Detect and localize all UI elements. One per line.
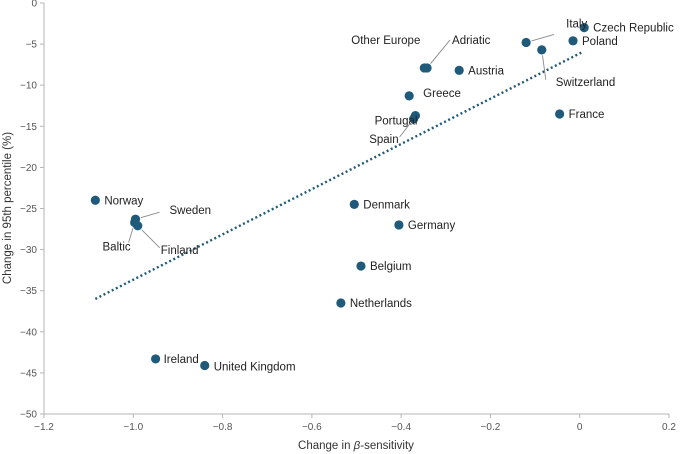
x-tick-label: −0.2 — [481, 422, 501, 433]
y-tick-label: −40 — [20, 327, 37, 338]
point-switzerland — [537, 45, 547, 55]
point-greece — [404, 91, 414, 101]
x-ticks: −1.2 −1.0 −0.8 −0.6 −0.4 −0.2 0 0.2 — [34, 414, 676, 433]
x-tick-label: −1.2 — [34, 422, 54, 433]
y-tick-label: −50 — [20, 410, 37, 421]
trendline-group — [94, 51, 583, 300]
y-tick-label: −10 — [20, 81, 37, 92]
label-france: France — [569, 109, 605, 121]
label-netherlands: Netherlands — [350, 298, 412, 310]
connector-finland — [141, 229, 161, 249]
label-spain: Spain — [369, 134, 398, 146]
connector-adriatic — [430, 39, 451, 64]
x-tick-label: 0 — [577, 422, 583, 433]
y-tick-label: −45 — [20, 368, 37, 379]
point-italy — [521, 37, 531, 48]
label-other-europe: Other Europe — [351, 35, 420, 47]
label-belgium: Belgium — [370, 261, 412, 273]
label-denmark: Denmark — [363, 199, 410, 211]
label-ireland: Ireland — [164, 354, 199, 366]
y-ticks: 0 −5 −10 −15 −20 −25 −30 −35 −40 −45 −50 — [20, 0, 44, 421]
label-sweden: Sweden — [170, 205, 212, 217]
y-tick-label: −35 — [20, 286, 37, 297]
label-portugal: Portugal — [375, 116, 418, 128]
data-points — [90, 23, 589, 371]
point-other-europe — [419, 63, 429, 73]
label-finland: Finland — [161, 245, 199, 257]
connector-baltic — [128, 227, 134, 243]
y-axis-title: Change in 95th percentile (%) — [2, 132, 14, 284]
y-tick-label: −5 — [26, 40, 38, 51]
y-tick-label: 0 — [31, 0, 37, 10]
point-ireland — [151, 354, 161, 364]
label-connectors — [128, 34, 555, 249]
x-tick-label: 0.2 — [662, 422, 676, 433]
point-netherlands — [336, 298, 346, 308]
x-tick-label: −0.8 — [213, 422, 233, 433]
point-spain — [409, 114, 419, 124]
label-switzerland: Switzerland — [556, 77, 615, 89]
point-poland — [568, 36, 578, 46]
point-denmark — [349, 199, 359, 209]
plot-frame — [43, 3, 669, 415]
label-austria: Austria — [468, 65, 504, 77]
point-belgium — [356, 261, 366, 271]
point-czech-republic — [579, 23, 589, 33]
point-united-kingdom — [200, 360, 210, 371]
trendline — [94, 51, 583, 300]
label-united-kingdom: United Kingdom — [214, 362, 296, 374]
label-adriatic: Adriatic — [452, 35, 491, 47]
label-italy: Italy — [566, 18, 587, 30]
connector-spain — [399, 122, 411, 138]
label-norway: Norway — [104, 195, 143, 207]
x-tick-label: −0.6 — [302, 422, 322, 433]
label-germany: Germany — [408, 220, 456, 232]
point-germany — [394, 220, 404, 230]
connector-switzerland — [542, 55, 547, 80]
y-tick-label: −15 — [20, 122, 37, 133]
x-tick-label: −1.0 — [123, 422, 143, 433]
y-tick-label: −25 — [20, 204, 37, 215]
point-finland — [133, 221, 143, 231]
label-greece: Greece — [423, 88, 461, 100]
connector-italy — [531, 34, 555, 42]
y-tick-label: −30 — [20, 245, 37, 256]
label-baltic: Baltic — [103, 241, 131, 253]
label-czech-republic: Czech Republic — [593, 23, 674, 35]
x-tick-label: −0.4 — [391, 422, 411, 433]
x-axis-title: Change in β-sensitivity — [298, 440, 414, 452]
point-norway — [90, 195, 100, 205]
point-france — [555, 109, 565, 119]
label-poland: Poland — [582, 36, 618, 48]
y-tick-label: −20 — [20, 163, 37, 174]
point-austria — [454, 65, 464, 76]
connector-sweden — [140, 211, 160, 219]
